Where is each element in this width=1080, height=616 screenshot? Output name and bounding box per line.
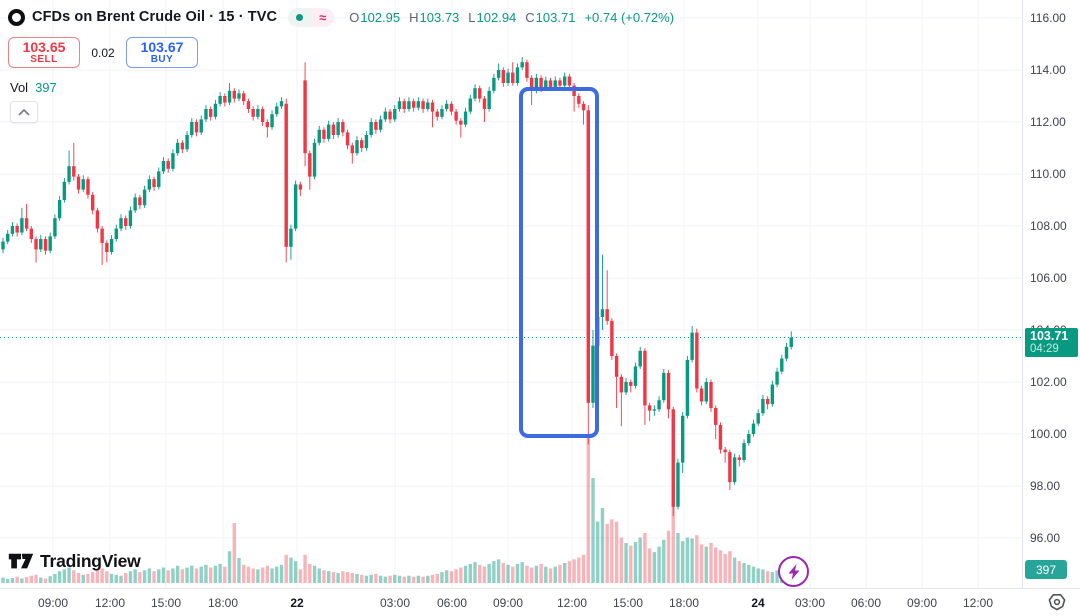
time-label: 18:00: [668, 596, 700, 610]
current-volume-badge: 397: [1025, 560, 1067, 579]
tradingview-mark-icon: [8, 553, 34, 569]
collapse-legend-button[interactable]: [10, 101, 38, 123]
last-price-badge: 103.71 04:29: [1025, 327, 1078, 357]
symbol-title[interactable]: CFDs on Brent Crude Oil · 15 · TVC: [32, 9, 278, 25]
time-label: 12:00: [94, 596, 126, 610]
buy-price: 103.67: [140, 38, 184, 55]
volume-legend: Vol 397: [10, 80, 57, 95]
volume-value: 397: [35, 80, 57, 95]
ohlc-values: O 102.95 H 103.73 L 102.94 C 103.71 +0.74 (+…: [349, 10, 674, 25]
order-panel: 103.65 SELL 0.02 103.67 BUY: [8, 37, 198, 68]
boost-lightning-button[interactable]: [778, 556, 809, 587]
symbol-logo-icon: [8, 8, 25, 26]
price-label: 100.00: [1030, 427, 1067, 441]
price-label: 116.00: [1030, 11, 1066, 25]
time-label: 15:00: [612, 596, 644, 610]
price-label: 114.00: [1030, 63, 1066, 77]
sell-button[interactable]: 103.65 SELL: [8, 37, 80, 68]
chart-pane[interactable]: CFDs on Brent Crude Oil · 15 · TVC ≈ O 10…: [0, 0, 1022, 588]
open-label: O: [349, 9, 360, 25]
rectangle-drawing[interactable]: [519, 87, 599, 438]
tradingview-logo-text: TradingView: [40, 550, 141, 571]
time-scale[interactable]: 09:00 12:00 15:00 18:00 22 03:00 06:00 09:00 12:…: [0, 588, 1080, 616]
time-label: 18:00: [207, 596, 239, 610]
change-value: +0.74 (+0.72%): [584, 9, 675, 25]
close-value: 103.71: [535, 9, 576, 25]
bar-countdown: 04:29: [1030, 342, 1059, 355]
candlestick-chart[interactable]: [0, 0, 1022, 588]
chevron-up-icon: [18, 108, 30, 115]
price-label: 96.00: [1030, 531, 1061, 545]
lightning-bolt-icon: [788, 563, 799, 580]
time-label: 09:00: [492, 596, 524, 610]
time-label: 03:00: [794, 596, 826, 610]
time-label: 12:00: [962, 596, 994, 610]
sell-label: SELL: [30, 53, 58, 65]
delayed-data-icon: ≈: [311, 7, 335, 27]
sell-price: 103.65: [22, 38, 66, 55]
price-label: 110.00: [1030, 167, 1066, 181]
time-label: 09:00: [906, 596, 938, 610]
price-label: 108.00: [1030, 219, 1067, 233]
price-label: 98.00: [1030, 479, 1061, 493]
market-status-pill[interactable]: ≈: [288, 7, 335, 27]
time-label: 24: [751, 596, 765, 610]
time-label: 15:00: [150, 596, 182, 610]
open-value: 102.95: [360, 9, 401, 25]
time-label: 12:00: [556, 596, 588, 610]
volume-label: Vol: [10, 80, 29, 95]
spread-value: 0.02: [91, 45, 115, 60]
symbol-legend: CFDs on Brent Crude Oil · 15 · TVC ≈ O 10…: [8, 6, 674, 28]
buy-button[interactable]: 103.67 BUY: [126, 37, 198, 68]
gear-icon: [1048, 594, 1066, 611]
price-label: 102.00: [1030, 375, 1067, 389]
last-price-value: 103.71: [1030, 328, 1069, 343]
close-label: C: [525, 9, 535, 25]
low-label: L: [468, 9, 476, 25]
price-scale[interactable]: 116.00114.00112.00110.00108.00106.00104.…: [1022, 0, 1080, 588]
buy-label: BUY: [150, 53, 174, 65]
time-label: 03:00: [379, 596, 411, 610]
high-label: H: [409, 9, 419, 25]
time-label: 22: [290, 596, 304, 610]
timezone-settings-button[interactable]: [1047, 592, 1067, 616]
time-label: 06:00: [436, 596, 468, 610]
low-value: 102.94: [476, 9, 517, 25]
tradingview-logo[interactable]: TradingView: [8, 550, 141, 572]
high-value: 103.73: [419, 9, 460, 25]
price-label: 112.00: [1030, 115, 1066, 129]
time-label: 06:00: [850, 596, 882, 610]
market-open-dot-icon: [288, 7, 312, 27]
time-label: 09:00: [37, 596, 69, 610]
price-label: 106.00: [1030, 271, 1067, 285]
